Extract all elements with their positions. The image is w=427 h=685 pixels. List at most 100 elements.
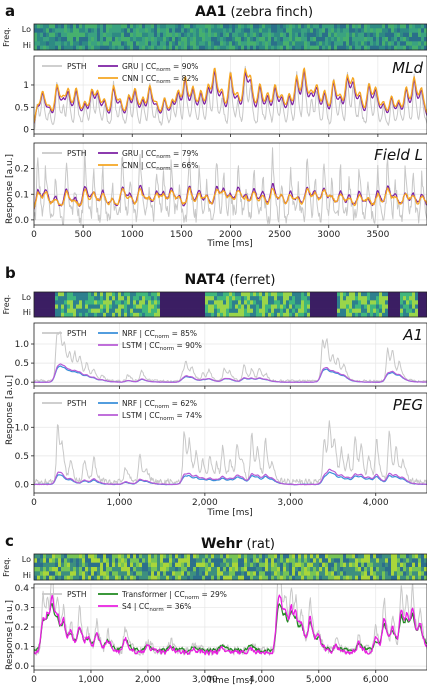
legend-score: = 79% <box>171 149 199 158</box>
dataset-species: (zebra finch) <box>226 5 313 20</box>
legend-subscript: norm <box>156 166 170 172</box>
legend-metric: | CC <box>142 341 160 350</box>
x-tick-label: 0 <box>31 230 37 240</box>
y-tick-label: 0.1 <box>15 190 29 200</box>
x-tick-label: 3500 <box>366 230 389 240</box>
region-label: MLd <box>392 59 423 77</box>
legend-metric: | CC <box>167 590 185 599</box>
legend-metric: | CC <box>137 399 155 408</box>
x-tick-label: 3,000 <box>192 675 218 685</box>
legend-score: = 82% <box>171 74 199 83</box>
legend-series-name: CNN <box>122 161 138 170</box>
x-tick-label: 2500 <box>268 230 291 240</box>
x-tick-label: 3000 <box>317 230 340 240</box>
legend-score: = 62% <box>169 399 197 408</box>
spectrogram-hi-label: Hi <box>23 308 31 317</box>
region-label: A1 <box>402 326 423 344</box>
y-tick-label: 0.5 <box>15 452 29 462</box>
x-tick-label: 1000 <box>121 230 144 240</box>
x-tick-label: 2000 <box>219 230 242 240</box>
y-tick-label: 0.0 <box>15 378 30 388</box>
x-axis-label: Time [ms] <box>206 676 252 685</box>
series-line-s4 <box>34 594 427 656</box>
y-tick-label: 0.1 <box>15 643 29 653</box>
x-tick-label: 4,000 <box>249 675 275 685</box>
legend-series-name: NRF <box>122 329 137 338</box>
legend-metric: | CC <box>139 149 157 158</box>
legend-score: = 29% <box>199 590 227 599</box>
legend-label: CNN | CCnorm = 82% <box>122 74 198 85</box>
plot-frame <box>33 322 427 387</box>
legend: PSTH NRF | CCnorm = 85%LSTM | CCnorm = 90… <box>42 329 202 352</box>
legend-score: = 74% <box>174 411 202 420</box>
shared-ylabel: Response [a.u.] <box>5 375 15 445</box>
dataset-name: Wehr <box>201 536 242 552</box>
legend-label: NRF | CCnorm = 85% <box>122 329 197 340</box>
spectrogram-lo-label: Lo <box>22 555 31 564</box>
series-line-psth <box>34 420 427 486</box>
x-tick-label: 0 <box>31 498 37 508</box>
y-tick-label: 0.4 <box>15 584 30 594</box>
plot-area <box>34 323 427 386</box>
spectrogram-ylabel: Freq. <box>2 295 11 315</box>
x-tick-label: 2,000 <box>192 498 218 508</box>
spectrogram-c <box>33 553 427 581</box>
panel-letter: c <box>5 532 14 550</box>
spectrogram-a <box>33 23 427 51</box>
legend: PSTH NRF | CCnorm = 62%LSTM | CCnorm = 74… <box>42 399 202 422</box>
legend-series-name: Transformer <box>121 590 168 599</box>
shared-ylabel: Response [a.u.] <box>5 154 15 224</box>
series-group <box>34 147 427 225</box>
series-group <box>34 65 427 131</box>
panel-letter: b <box>5 264 16 282</box>
y-tick-label: 0.2 <box>15 165 29 175</box>
legend: PSTH Transformer | CCnorm = 29%S4 | CCnor… <box>42 590 227 613</box>
region-label: Field L <box>374 146 423 164</box>
legend-subscript: norm <box>149 607 163 613</box>
legend-label: CNN | CCnorm = 66% <box>122 161 198 172</box>
legend-metric: | CC <box>138 161 156 170</box>
legend-subscript: norm <box>185 595 199 601</box>
legend-series-name: LSTM <box>122 341 142 350</box>
series-line-lstm <box>34 363 427 383</box>
legend-label: Transformer | CCnorm = 29% <box>121 590 227 601</box>
dataset-species: (rat) <box>242 537 275 552</box>
legend-score: = 85% <box>169 329 197 338</box>
legend-label: PSTH <box>67 399 87 408</box>
series-group <box>34 584 427 656</box>
legend-label: PSTH <box>67 149 87 158</box>
y-tick-label: 1.0 <box>15 423 30 433</box>
chart-1: 0.0 0.1 0.2 0 500 1000 1500 2000 2500 3000 3500 Fie… <box>15 142 427 240</box>
y-tick-label: 0.5 <box>15 359 29 369</box>
legend-metric: | CC <box>139 62 157 71</box>
spectrogram-frame <box>33 553 427 581</box>
y-tick-label: 0.0 <box>15 480 30 490</box>
panel-title: AA1 (zebra finch) <box>195 4 313 20</box>
panel-title: Wehr (rat) <box>201 536 275 552</box>
legend-subscript: norm <box>155 404 169 410</box>
y-tick-label: 0.0 <box>15 662 30 672</box>
legend-series-name: CNN <box>122 74 138 83</box>
x-tick-label: 1,000 <box>107 498 133 508</box>
dataset-name: NAT4 <box>185 272 226 288</box>
legend-label: S4 | CCnorm = 36% <box>122 602 191 613</box>
legend-score: = 36% <box>164 602 192 611</box>
x-tick-label: 0 <box>31 675 37 685</box>
legend-subscript: norm <box>156 67 170 73</box>
x-tick-label: 2,000 <box>135 675 161 685</box>
x-tick-label: 1500 <box>170 230 193 240</box>
series-line-psth <box>34 65 427 131</box>
spectrogram-b <box>33 291 427 318</box>
legend: PSTH GRU | CCnorm = 90%CNN | CCnorm = 82% <box>42 62 198 85</box>
y-tick-label: 1 <box>23 81 29 91</box>
legend-series-name: LSTM <box>122 411 142 420</box>
legend-label: LSTM | CCnorm = 74% <box>122 411 202 422</box>
y-tick-label: 0 <box>23 126 29 136</box>
x-tick-label: 500 <box>75 230 92 240</box>
x-tick-label: 3,000 <box>277 498 303 508</box>
dataset-name: AA1 <box>195 4 226 20</box>
text-layer: a AA1 (zebra finch) Lo Hi Freq. Response [a.u… <box>2 2 313 685</box>
axes-layer: 0 0.5 1 MLd PSTH GRU | CCnorm = 90%CNN | CCno… <box>15 55 427 685</box>
